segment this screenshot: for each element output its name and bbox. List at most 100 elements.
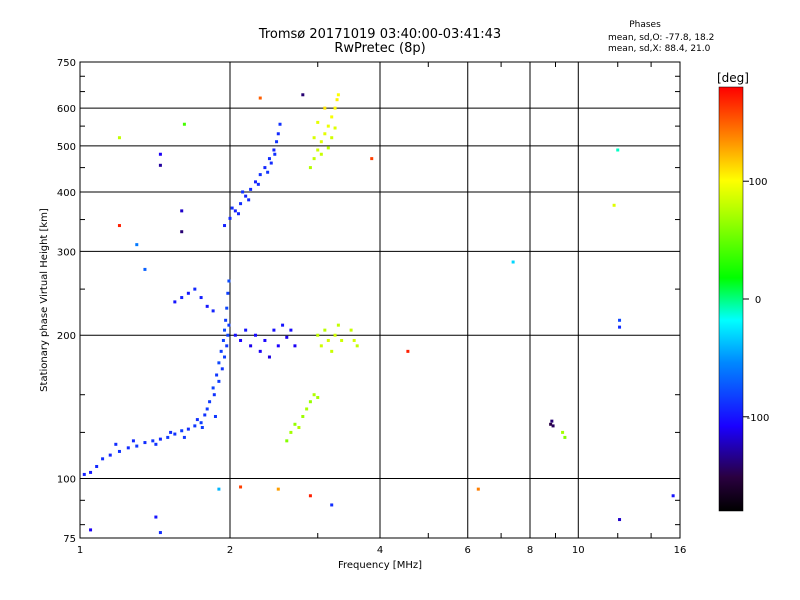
echo-point	[228, 216, 232, 220]
echo-point	[352, 338, 356, 342]
echo-point	[326, 146, 330, 150]
echo-point	[236, 212, 240, 216]
echo-point	[180, 296, 184, 300]
x-tick-label: 16	[674, 545, 687, 556]
echo-point	[244, 194, 248, 198]
echo-point	[326, 338, 330, 342]
echo-point	[335, 98, 339, 102]
echo-point	[211, 386, 215, 390]
echo-point	[316, 395, 320, 399]
echo-point	[273, 152, 277, 156]
echo-point	[305, 407, 309, 411]
echo-point	[330, 115, 334, 119]
echo-point	[355, 344, 359, 348]
echo-point	[312, 157, 316, 161]
x-tick-label: 10	[572, 545, 585, 556]
echo-point	[143, 267, 147, 271]
echo-point	[244, 328, 248, 332]
plot-frame	[79, 61, 681, 539]
echo-point	[293, 422, 297, 426]
colorbar-tick-label: 0	[755, 295, 761, 306]
echo-point	[247, 198, 251, 202]
data-points	[82, 93, 675, 535]
echo-point	[182, 435, 186, 439]
echo-point	[186, 291, 190, 295]
echo-point	[275, 140, 279, 144]
y-tick-label: 200	[57, 331, 76, 342]
echo-point	[193, 424, 197, 428]
y-tick-label: 750	[57, 58, 76, 69]
echo-point	[233, 333, 237, 337]
echo-point	[312, 136, 316, 140]
echo-point	[114, 442, 118, 446]
echo-point	[227, 279, 231, 283]
echo-point	[281, 323, 285, 327]
echo-point	[82, 472, 86, 476]
echo-point	[158, 163, 162, 167]
echo-point	[193, 287, 197, 291]
echo-point	[272, 328, 276, 332]
echo-point	[267, 355, 271, 359]
echo-point	[217, 487, 221, 491]
echo-point	[308, 166, 312, 170]
echo-point	[618, 318, 622, 322]
echo-point	[249, 187, 253, 191]
echo-point	[169, 430, 173, 434]
echo-point	[180, 230, 184, 234]
colorbar-label: [deg]	[717, 71, 749, 85]
echo-point	[266, 170, 270, 174]
echo-point	[220, 367, 224, 371]
echo-point	[549, 422, 553, 426]
echo-point	[551, 424, 555, 428]
x-tick-label: 2	[227, 545, 233, 556]
echo-point	[326, 124, 330, 128]
echo-point	[618, 518, 622, 522]
echo-point	[230, 206, 234, 210]
echo-point	[212, 393, 216, 397]
echo-point	[195, 418, 199, 422]
echo-point	[166, 435, 170, 439]
echo-point	[224, 318, 228, 322]
echo-point	[612, 203, 616, 207]
echo-point	[223, 224, 227, 228]
y-tick-label: 500	[57, 142, 76, 153]
echo-point	[258, 173, 262, 177]
x-tick-label: 8	[527, 545, 533, 556]
x-tick-label: 4	[377, 545, 383, 556]
echo-point	[117, 449, 121, 453]
colorbar	[718, 86, 744, 512]
y-tick-label: 100	[57, 475, 76, 486]
echo-point	[293, 344, 297, 348]
phases-x-stats: mean, sd,X: 88.4, 21.0	[608, 44, 711, 54]
echo-point	[319, 140, 323, 144]
echo-point	[215, 373, 219, 377]
echo-point	[182, 122, 186, 126]
echo-point	[217, 379, 221, 383]
echo-point	[253, 180, 257, 184]
colorbar-ticks: 100 0 -100	[743, 177, 769, 424]
echo-point	[241, 190, 245, 194]
colorbar-tick-label: -100	[747, 413, 770, 424]
echo-point	[267, 157, 271, 161]
echo-point	[158, 152, 162, 156]
echo-point	[225, 306, 229, 310]
echo-point	[370, 157, 374, 161]
echo-point	[135, 243, 139, 247]
echo-point	[213, 414, 217, 418]
echo-point	[276, 487, 280, 491]
y-tick-label: 75	[63, 534, 76, 545]
echo-point	[349, 328, 353, 332]
chart-subtitle: RwPretec (8p)	[334, 41, 426, 56]
echo-point	[308, 400, 312, 404]
y-axis-label: Stationary phase Virtual Height [km]	[39, 208, 50, 392]
echo-point	[323, 328, 327, 332]
echo-point	[272, 148, 276, 152]
echo-point	[217, 361, 221, 365]
echo-point	[131, 439, 135, 443]
echo-point	[89, 470, 93, 474]
echo-point	[249, 344, 253, 348]
echo-point	[333, 333, 337, 337]
echo-point	[226, 291, 230, 295]
echo-point	[199, 421, 203, 425]
